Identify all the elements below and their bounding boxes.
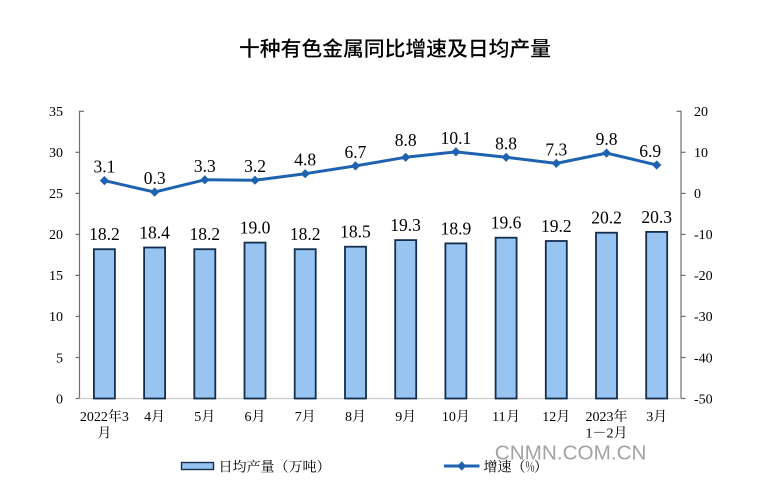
svg-text:3.1: 3.1 [94, 157, 116, 177]
svg-text:18.2: 18.2 [190, 224, 221, 244]
svg-text:CNMN.COM.CN: CNMN.COM.CN [495, 442, 647, 465]
svg-text:4: 4 [144, 410, 151, 425]
svg-text:20: 20 [694, 105, 708, 120]
svg-text:5: 5 [194, 410, 201, 425]
svg-text:18.9: 18.9 [441, 218, 472, 238]
svg-text:2023: 2023 [586, 410, 614, 425]
svg-text:7.3: 7.3 [545, 139, 567, 159]
svg-text:5: 5 [56, 351, 63, 366]
svg-text:9.8: 9.8 [596, 129, 618, 149]
svg-text:25: 25 [49, 187, 63, 202]
svg-text:3.2: 3.2 [244, 156, 266, 176]
svg-text:19.2: 19.2 [541, 216, 572, 236]
svg-text:-20: -20 [694, 269, 713, 284]
svg-text:4.8: 4.8 [294, 150, 316, 170]
svg-text:19.6: 19.6 [491, 213, 522, 233]
svg-text:11: 11 [492, 410, 505, 425]
svg-text:10: 10 [49, 310, 63, 325]
svg-text:15: 15 [49, 269, 63, 284]
svg-text:0: 0 [694, 187, 701, 202]
svg-text:20: 20 [49, 228, 63, 243]
svg-text:18.4: 18.4 [139, 223, 170, 243]
svg-text:20.2: 20.2 [591, 208, 622, 228]
svg-text:35: 35 [49, 105, 63, 120]
svg-text:10.1: 10.1 [441, 128, 472, 148]
svg-text:20.3: 20.3 [641, 207, 672, 227]
svg-text:3: 3 [122, 410, 129, 425]
svg-text:8.8: 8.8 [495, 133, 517, 153]
svg-text:-10: -10 [694, 228, 713, 243]
svg-text:12: 12 [542, 410, 556, 425]
svg-text:3.3: 3.3 [194, 156, 216, 176]
svg-text:6: 6 [245, 410, 252, 425]
svg-text:-30: -30 [694, 310, 713, 325]
svg-text:9: 9 [395, 410, 402, 425]
svg-text:7: 7 [295, 410, 302, 425]
svg-text:3: 3 [646, 410, 653, 425]
svg-text:6.7: 6.7 [345, 142, 367, 162]
svg-text:0.3: 0.3 [144, 168, 166, 188]
svg-text:6.9: 6.9 [639, 141, 661, 161]
svg-text:-50: -50 [694, 392, 713, 407]
svg-text:10: 10 [694, 146, 708, 161]
svg-text:0: 0 [56, 392, 63, 407]
svg-text:18.2: 18.2 [290, 224, 321, 244]
svg-text:18.2: 18.2 [89, 224, 120, 244]
svg-text:18.5: 18.5 [340, 222, 371, 242]
svg-text:2022: 2022 [80, 410, 108, 425]
svg-text:10: 10 [442, 410, 456, 425]
svg-text:1: 1 [586, 426, 593, 441]
svg-text:8: 8 [345, 410, 352, 425]
svg-text:19.3: 19.3 [390, 215, 421, 235]
svg-text:19.0: 19.0 [240, 218, 271, 238]
svg-text:-40: -40 [694, 351, 713, 366]
svg-text:2: 2 [607, 426, 614, 441]
svg-text:30: 30 [49, 146, 63, 161]
svg-text:8.8: 8.8 [395, 130, 417, 150]
